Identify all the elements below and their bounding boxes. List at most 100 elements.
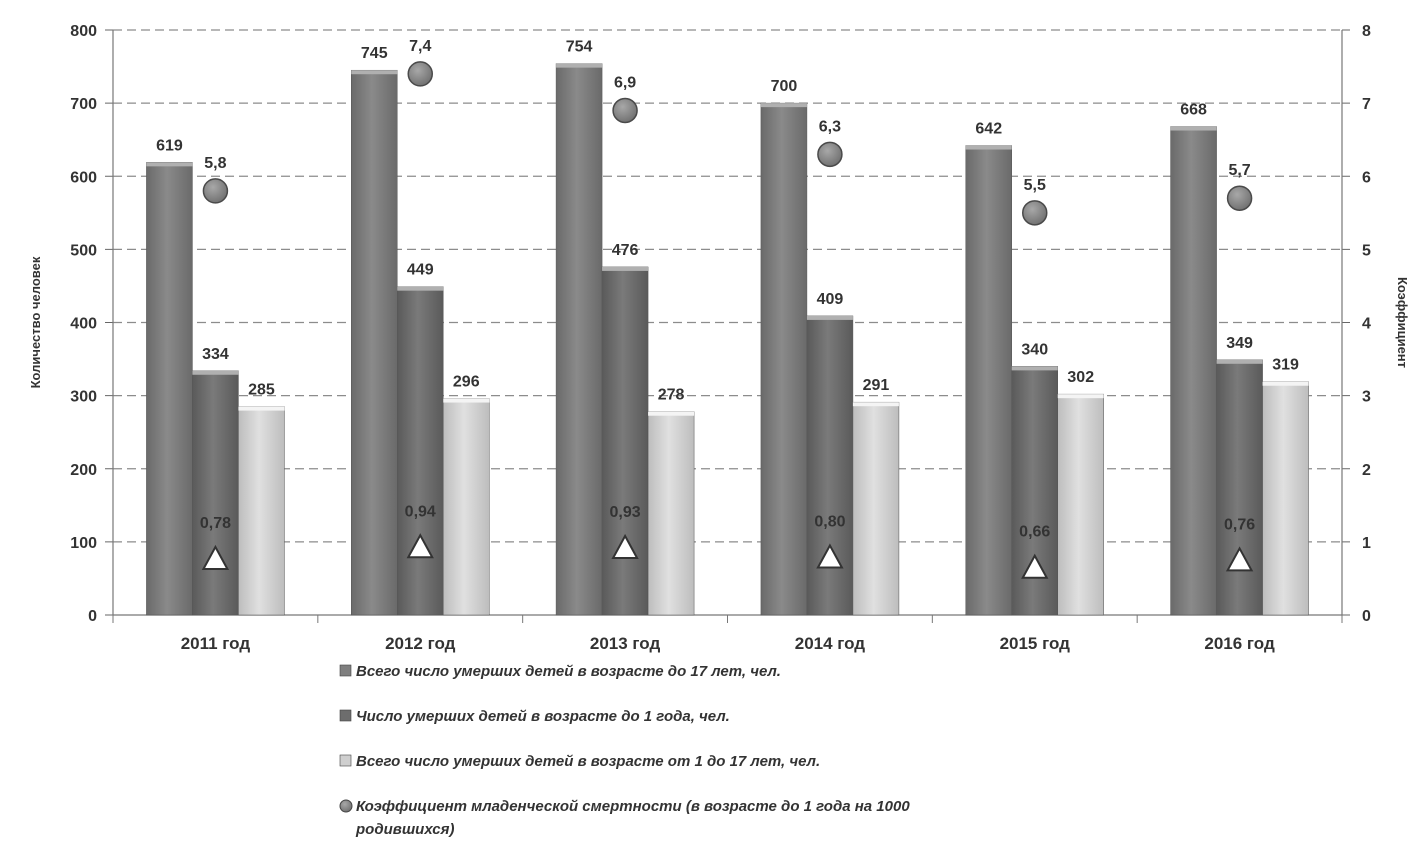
legend-label: Всего число умерших детей в возрасте от … <box>356 753 820 770</box>
y-tick-label: 0 <box>88 608 97 625</box>
triangle-marker <box>1021 553 1049 579</box>
triangle-data-label: 0,94 <box>405 503 436 520</box>
bar-cap <box>1216 359 1263 364</box>
y-right-tick-label: 3 <box>1362 389 1371 406</box>
y-right-tick-label: 4 <box>1362 316 1371 333</box>
bar-data-label: 449 <box>407 262 434 279</box>
bar-data-label: 476 <box>612 242 639 259</box>
circle-data-label: 6,9 <box>614 74 636 91</box>
y-axis-title: Количество человек <box>28 256 43 388</box>
y-tick-label: 800 <box>70 23 97 40</box>
y-tick-label: 500 <box>70 242 97 259</box>
bar <box>965 145 1012 616</box>
bar <box>1216 359 1263 616</box>
bar <box>1057 393 1104 616</box>
legend: Всего число умерших детей в возрасте до … <box>339 663 910 838</box>
bar-cap <box>648 411 695 416</box>
bar <box>146 162 193 616</box>
y-right-tick-label: 1 <box>1362 535 1371 552</box>
y-right-tick-label: 5 <box>1362 242 1371 259</box>
bar-data-label: 340 <box>1021 341 1048 358</box>
bar-cap <box>965 145 1012 150</box>
bar-cap <box>852 402 899 407</box>
bar <box>192 370 239 616</box>
bar <box>647 411 695 616</box>
triangle-marker <box>406 533 434 559</box>
y-right-tick-label: 0 <box>1362 608 1371 625</box>
bar-cap <box>351 70 398 75</box>
bar-cap <box>192 370 239 375</box>
bar-data-label: 668 <box>1180 102 1207 119</box>
bar-cap <box>602 266 649 271</box>
bar <box>1170 126 1217 616</box>
triangle-marker <box>1225 546 1254 572</box>
bar-data-label: 334 <box>202 346 229 363</box>
circle-marker <box>817 141 843 168</box>
bar-data-label: 291 <box>863 377 890 394</box>
bar <box>1262 381 1309 616</box>
triangle-marker <box>611 533 639 559</box>
bar-data-label: 319 <box>1272 357 1299 374</box>
x-tick-label: 2014 год <box>795 634 866 653</box>
triangle-data-label: 0,76 <box>1224 516 1255 533</box>
data-labels: 619 745 754 700 642 668 334 449 476 409 340 349 285 2… <box>156 38 1299 541</box>
triangle-data-label: 0,93 <box>610 504 641 521</box>
bar-cap <box>1170 126 1217 131</box>
bar-data-label: 296 <box>453 374 480 391</box>
bar-cap <box>1057 394 1104 399</box>
bar-data-label: 409 <box>817 291 844 308</box>
bar-cap <box>443 398 490 403</box>
bar-data-label: 754 <box>566 39 593 56</box>
y-right-tick-label: 2 <box>1362 462 1371 479</box>
x-tick-label: 2011 год <box>181 634 251 653</box>
legend-swatch <box>339 709 352 722</box>
x-tick-label: 2013 год <box>590 634 661 653</box>
bar <box>555 63 603 616</box>
circle-data-label: 5,7 <box>1228 162 1250 179</box>
y-tick-label: 600 <box>70 169 97 186</box>
y-tick-label: 700 <box>70 96 97 113</box>
circle-marker <box>407 61 433 87</box>
y-tick-label: 400 <box>70 316 97 333</box>
axes: 0 100 200 300 400 500 600 700 800 0 1 2 3 4 5 6 7 8 Количе… <box>28 23 1410 653</box>
triangle-marker <box>816 543 844 569</box>
y-right-tick-label: 8 <box>1362 23 1371 40</box>
y-tick-label: 100 <box>70 535 97 552</box>
triangle-data-label: 0,78 <box>200 515 231 532</box>
triangle-data-label: 0,80 <box>814 514 845 531</box>
bar <box>760 102 808 616</box>
y-tick-label: 300 <box>70 389 97 406</box>
bar-cap <box>556 63 603 68</box>
bar <box>443 398 490 616</box>
bar-cap <box>397 286 444 291</box>
y-right-tick-label: 6 <box>1362 169 1371 186</box>
bar-data-label: 745 <box>361 45 388 62</box>
bar-data-label: 700 <box>771 78 798 95</box>
bar-data-label: 642 <box>975 121 1002 138</box>
bar-cap <box>238 406 285 411</box>
bar-cap <box>1011 366 1058 371</box>
legend-label: родившихся) <box>355 821 454 838</box>
x-tick-label: 2012 год <box>385 634 456 653</box>
bar-data-label: 278 <box>658 387 685 404</box>
y-right-tick-label: 7 <box>1362 96 1371 113</box>
y-tick-label: 200 <box>70 462 97 479</box>
bars <box>146 63 1309 616</box>
bar <box>852 401 900 616</box>
circle-data-label: 5,5 <box>1024 177 1046 194</box>
legend-label: Коэффициент младенческой смертности (в в… <box>356 798 910 815</box>
markers <box>201 61 1254 579</box>
bar <box>806 315 854 616</box>
legend-swatch <box>339 799 353 813</box>
x-tick-label: 2015 год <box>1000 634 1071 653</box>
circle-marker <box>1022 200 1048 226</box>
x-tick-label: 2016 год <box>1204 634 1275 653</box>
bar-data-label: 302 <box>1067 369 1094 386</box>
bar-data-label: 285 <box>248 382 275 399</box>
bar <box>397 286 444 616</box>
bar-data-label: 619 <box>156 137 183 154</box>
gridlines <box>113 29 1342 543</box>
circle-marker <box>202 178 229 204</box>
circle-data-label: 7,4 <box>409 38 431 55</box>
bar <box>238 406 285 616</box>
